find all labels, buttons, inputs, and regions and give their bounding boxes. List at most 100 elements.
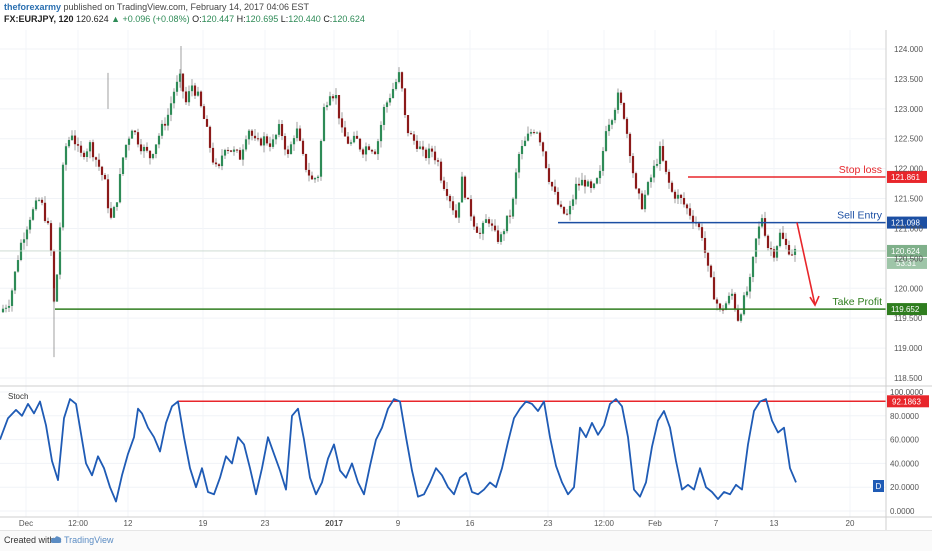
candle-body: [592, 183, 596, 188]
level-price-label: 121.098: [891, 219, 920, 228]
candle-body: [616, 92, 620, 110]
candle-body: [46, 221, 50, 224]
candle-body: [451, 201, 455, 211]
candle-body: [367, 146, 371, 150]
close-label: C:: [323, 14, 333, 24]
candle-body: [55, 274, 59, 302]
candle-body: [733, 293, 737, 310]
candle-body: [538, 132, 542, 143]
candle-body: [550, 181, 554, 187]
candle-body: [370, 149, 374, 152]
price-tick-label: 119.500: [894, 314, 923, 323]
price-tick-label: 120.000: [894, 284, 923, 293]
candle-body: [700, 227, 704, 238]
candle-body: [706, 252, 710, 266]
stoch-d-badge: [873, 480, 884, 493]
candle-body: [481, 222, 485, 234]
candle-body: [607, 124, 611, 132]
candle-body: [361, 149, 365, 155]
candle-body: [283, 136, 287, 150]
candle-body: [220, 155, 224, 167]
candle-body: [643, 194, 647, 210]
candle-body: [172, 91, 176, 104]
candle-body: [658, 146, 662, 164]
price-tick-label: 122.000: [894, 165, 923, 174]
chart-canvas[interactable]: Stop loss 121.861 Sell Entry 121.098 Take Pr…: [0, 30, 932, 530]
candle-body: [352, 135, 356, 143]
candle-body: [184, 91, 188, 103]
candle-body: [565, 213, 569, 215]
last-price-badge: [887, 244, 927, 257]
tradingview-cloud-icon[interactable]: [50, 534, 62, 546]
tradingview-brand[interactable]: TradingView: [64, 535, 114, 545]
candle-body: [7, 305, 11, 308]
candle-body: [142, 146, 146, 152]
candle-body: [208, 126, 212, 148]
candle-body: [319, 140, 323, 177]
candle-body: [247, 130, 251, 140]
candle-body: [712, 277, 716, 300]
candle-body: [580, 179, 584, 186]
candle-body: [568, 205, 572, 215]
candle-body: [472, 216, 476, 227]
time-tick-label: Dec: [19, 519, 33, 528]
symbol-label: FX:EURJPY, 120: [4, 14, 74, 24]
candle-body: [691, 215, 695, 223]
time-tick-label: 13: [770, 519, 779, 528]
candle-body: [745, 291, 749, 296]
candle-body: [724, 303, 728, 310]
candle-body: [265, 136, 269, 144]
candle-body: [187, 91, 191, 103]
candle-body: [130, 130, 134, 139]
candle-body: [223, 149, 227, 156]
candle-body: [358, 138, 362, 150]
candle-body: [91, 142, 95, 158]
candle-body: [70, 135, 74, 141]
candle-body: [373, 151, 377, 155]
price-tick-label: 119.000: [894, 344, 923, 353]
time-tick-label: 23: [261, 519, 270, 528]
candle-body: [499, 234, 503, 242]
candle-body: [586, 181, 590, 187]
candle-body: [790, 254, 794, 256]
candle-body: [496, 230, 500, 242]
price-pane-bg: [0, 30, 886, 386]
candle-body: [226, 149, 230, 151]
candle-body: [559, 204, 563, 207]
candle-body: [190, 85, 194, 92]
candle-body: [163, 123, 167, 126]
publish-line: theforexarmy published on TradingView.co…: [4, 2, 309, 12]
price-tick-label: 124.000: [894, 45, 923, 54]
candle-body: [655, 163, 659, 166]
candle-body: [598, 170, 602, 179]
candle-body: [217, 164, 221, 167]
candle-body: [508, 215, 512, 217]
candle-body: [541, 142, 545, 152]
candle-body: [295, 128, 299, 139]
candle-body: [523, 140, 527, 147]
candle-body: [460, 176, 464, 203]
stoch-tick-label: 40.0000: [890, 459, 919, 468]
publisher-name[interactable]: theforexarmy: [4, 2, 62, 12]
candle-body: [793, 248, 797, 255]
candle-body: [61, 164, 65, 228]
candle-body: [214, 162, 218, 165]
chart-header: theforexarmy published on TradingView.co…: [0, 0, 932, 30]
candle-body: [124, 144, 128, 158]
candle-body: [307, 169, 311, 176]
price-axis[interactable]: 124.000 123.500 123.000 122.500 122.000 121.5…: [894, 45, 923, 383]
candle-body: [703, 237, 707, 253]
time-tick-label: 7: [714, 519, 719, 528]
stoch-pane[interactable]: Stoch 92.1863 D 100.0000 80.0000 60.0000 40.…: [0, 388, 929, 516]
stoch-axis[interactable]: 100.0000 80.0000 60.0000 40.0000 20.0000 0.00…: [890, 388, 924, 516]
candle-body: [388, 97, 392, 103]
price-pane[interactable]: Stop loss 121.861 Sell Entry 121.098 Take Pr…: [0, 30, 927, 517]
candle-body: [250, 130, 254, 136]
candle-body: [718, 303, 722, 310]
candle-body: [763, 218, 767, 236]
time-axis[interactable]: Dec 12:00 12 19 23 2017 9 16 23 12:00 Feb 7 13 20: [19, 519, 855, 528]
candle-body: [310, 175, 314, 180]
candle-body: [688, 208, 692, 216]
candle-body: [199, 91, 203, 107]
candle-body: [31, 209, 35, 220]
